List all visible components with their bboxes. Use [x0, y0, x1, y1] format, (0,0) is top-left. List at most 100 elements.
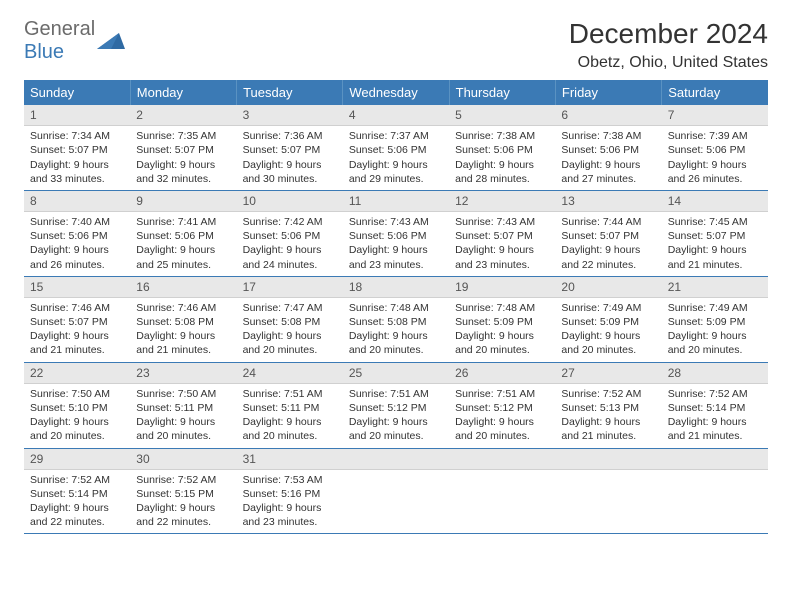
day-sunset: Sunset: 5:07 PM	[561, 229, 655, 243]
day-number-bar: .	[555, 449, 661, 470]
calendar-day-cell: 15Sunrise: 7:46 AMSunset: 5:07 PMDayligh…	[24, 276, 130, 362]
calendar-day-cell: 8Sunrise: 7:40 AMSunset: 5:06 PMDaylight…	[24, 190, 130, 276]
day-content: Sunrise: 7:51 AMSunset: 5:12 PMDaylight:…	[449, 384, 555, 448]
day-daylight1: Daylight: 9 hours	[561, 243, 655, 257]
calendar-day-cell: 18Sunrise: 7:48 AMSunset: 5:08 PMDayligh…	[343, 276, 449, 362]
calendar-day-cell: 13 Sunrise: 7:44 AMSunset: 5:07 PMDayligh…	[555, 190, 661, 276]
calendar-day-cell: 25Sunrise: 7:51 AMSunset: 5:12 PMDayligh…	[343, 362, 449, 448]
day-sunset: Sunset: 5:16 PM	[243, 487, 337, 501]
calendar-week-row: 15Sunrise: 7:46 AMSunset: 5:07 PMDayligh…	[24, 276, 768, 362]
day-number-bar: 29	[24, 449, 130, 470]
calendar-week-row: 22Sunrise: 7:50 AMSunset: 5:10 PMDayligh…	[24, 362, 768, 448]
calendar-day-cell: 16Sunrise: 7:46 AMSunset: 5:08 PMDayligh…	[130, 276, 236, 362]
day-sunrise: Sunrise: 7:48 AM	[455, 301, 549, 315]
day-daylight1: Daylight: 9 hours	[243, 243, 337, 257]
calendar-day-cell: 1Sunrise: 7:34 AMSunset: 5:07 PMDaylight…	[24, 105, 130, 190]
day-number-bar: 28	[662, 363, 768, 384]
day-sunrise: Sunrise: 7:44 AM	[561, 215, 655, 229]
day-number-bar: 5	[449, 105, 555, 126]
day-content: Sunrise: 7:38 AMSunset: 5:06 PMDaylight:…	[555, 126, 661, 190]
day-daylight2: and 20 minutes.	[455, 429, 549, 443]
day-number-bar: 8	[24, 191, 130, 212]
day-sunrise: Sunrise: 7:41 AM	[136, 215, 230, 229]
day-daylight2: and 29 minutes.	[349, 172, 443, 186]
day-sunrise: Sunrise: 7:49 AM	[561, 301, 655, 315]
day-header: Saturday	[662, 80, 768, 105]
day-number-bar: 23	[130, 363, 236, 384]
day-header: Friday	[555, 80, 661, 105]
calendar-day-cell: 21Sunrise: 7:49 AMSunset: 5:09 PMDayligh…	[662, 276, 768, 362]
day-number-bar: 13	[555, 191, 661, 212]
day-daylight2: and 20 minutes.	[561, 343, 655, 357]
day-number-bar: 31	[237, 449, 343, 470]
day-sunset: Sunset: 5:08 PM	[243, 315, 337, 329]
calendar-day-cell: 22Sunrise: 7:50 AMSunset: 5:10 PMDayligh…	[24, 362, 130, 448]
calendar-day-cell: 4Sunrise: 7:37 AMSunset: 5:06 PMDaylight…	[343, 105, 449, 190]
day-daylight1: Daylight: 9 hours	[668, 158, 762, 172]
day-content: Sunrise: 7:38 AMSunset: 5:06 PMDaylight:…	[449, 126, 555, 190]
day-daylight1: Daylight: 9 hours	[243, 329, 337, 343]
day-daylight1: Daylight: 9 hours	[136, 158, 230, 172]
day-sunset: Sunset: 5:06 PM	[136, 229, 230, 243]
day-sunset: Sunset: 5:12 PM	[349, 401, 443, 415]
brand-part2: Blue	[24, 41, 64, 63]
calendar-day-cell: 20Sunrise: 7:49 AMSunset: 5:09 PMDayligh…	[555, 276, 661, 362]
day-sunset: Sunset: 5:09 PM	[561, 315, 655, 329]
day-daylight1: Daylight: 9 hours	[243, 501, 337, 515]
day-daylight2: and 24 minutes.	[243, 258, 337, 272]
day-daylight2: and 32 minutes.	[136, 172, 230, 186]
day-number-bar: 25	[343, 363, 449, 384]
day-content: Sunrise: 7:49 AMSunset: 5:09 PMDaylight:…	[555, 298, 661, 362]
day-daylight1: Daylight: 9 hours	[136, 243, 230, 257]
day-daylight1: Daylight: 9 hours	[349, 243, 443, 257]
day-daylight1: Daylight: 9 hours	[136, 501, 230, 515]
day-header-row: Sunday Monday Tuesday Wednesday Thursday…	[24, 80, 768, 105]
day-number-bar: 7	[662, 105, 768, 126]
day-content: Sunrise: 7:46 AMSunset: 5:08 PMDaylight:…	[130, 298, 236, 362]
day-number-bar: 2	[130, 105, 236, 126]
day-header: Tuesday	[237, 80, 343, 105]
day-sunrise: Sunrise: 7:53 AM	[243, 473, 337, 487]
day-daylight2: and 20 minutes.	[243, 343, 337, 357]
location: Obetz, Ohio, United States	[569, 54, 768, 72]
day-number-bar: 1	[24, 105, 130, 126]
day-sunset: Sunset: 5:07 PM	[136, 143, 230, 157]
calendar-day-cell: 29Sunrise: 7:52 AMSunset: 5:14 PMDayligh…	[24, 448, 130, 534]
day-daylight2: and 21 minutes.	[561, 429, 655, 443]
day-content: Sunrise: 7:48 AMSunset: 5:09 PMDaylight:…	[449, 298, 555, 362]
day-number-bar: .	[662, 449, 768, 470]
day-sunset: Sunset: 5:06 PM	[561, 143, 655, 157]
day-daylight2: and 20 minutes.	[30, 429, 124, 443]
day-sunrise: Sunrise: 7:52 AM	[136, 473, 230, 487]
day-daylight2: and 22 minutes.	[561, 258, 655, 272]
day-number-bar: 21	[662, 277, 768, 298]
day-number-bar: 24	[237, 363, 343, 384]
day-number-bar: 30	[130, 449, 236, 470]
day-sunrise: Sunrise: 7:48 AM	[349, 301, 443, 315]
day-content: Sunrise: 7:53 AMSunset: 5:16 PMDaylight:…	[237, 470, 343, 534]
calendar-day-cell: 28Sunrise: 7:52 AMSunset: 5:14 PMDayligh…	[662, 362, 768, 448]
day-number-bar: 20	[555, 277, 661, 298]
day-daylight2: and 21 minutes.	[30, 343, 124, 357]
day-sunset: Sunset: 5:06 PM	[349, 143, 443, 157]
day-header: Monday	[130, 80, 236, 105]
calendar-week-row: 1Sunrise: 7:34 AMSunset: 5:07 PMDaylight…	[24, 105, 768, 190]
day-content: Sunrise: 7:48 AMSunset: 5:08 PMDaylight:…	[343, 298, 449, 362]
calendar-week-row: 29Sunrise: 7:52 AMSunset: 5:14 PMDayligh…	[24, 448, 768, 534]
day-number-bar: 17	[237, 277, 343, 298]
day-number-bar: 22	[24, 363, 130, 384]
day-daylight2: and 21 minutes.	[668, 429, 762, 443]
day-sunset: Sunset: 5:14 PM	[30, 487, 124, 501]
day-sunset: Sunset: 5:09 PM	[668, 315, 762, 329]
day-daylight1: Daylight: 9 hours	[30, 158, 124, 172]
day-sunrise: Sunrise: 7:38 AM	[561, 129, 655, 143]
day-number-bar: .	[449, 449, 555, 470]
day-content: Sunrise: 7:51 AMSunset: 5:11 PMDaylight:…	[237, 384, 343, 448]
day-sunset: Sunset: 5:06 PM	[30, 229, 124, 243]
day-sunrise: Sunrise: 7:52 AM	[30, 473, 124, 487]
day-sunset: Sunset: 5:11 PM	[136, 401, 230, 415]
day-daylight1: Daylight: 9 hours	[30, 243, 124, 257]
title-block: December 2024 Obetz, Ohio, United States	[569, 18, 768, 72]
day-daylight1: Daylight: 9 hours	[30, 329, 124, 343]
day-sunset: Sunset: 5:08 PM	[136, 315, 230, 329]
